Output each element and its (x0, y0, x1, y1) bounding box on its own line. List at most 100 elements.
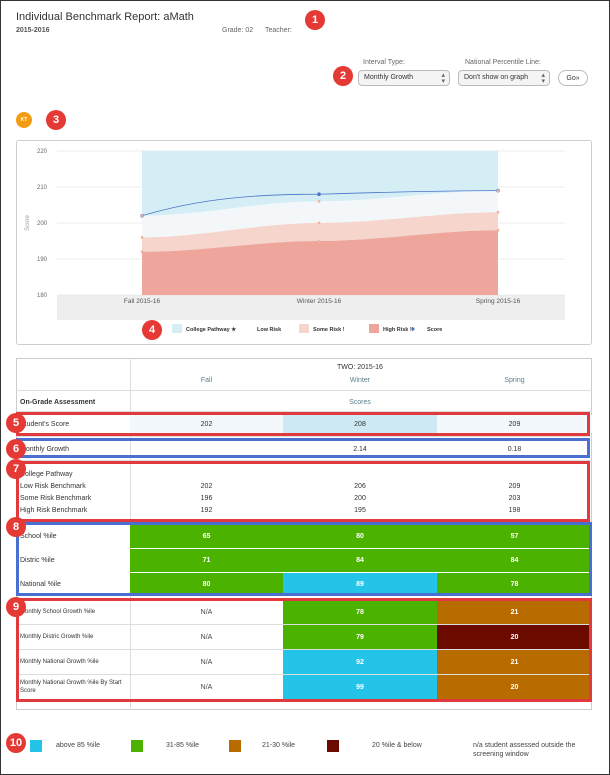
row-divider (16, 390, 592, 391)
legend-swatch-green (131, 740, 143, 752)
y-tick-label: 210 (37, 185, 48, 191)
row-divider (16, 649, 592, 650)
legend-label: College Pathway ★ (186, 326, 237, 333)
growth-cell: N/A (200, 608, 213, 616)
x-tick-label: Spring 2015-16 (476, 298, 521, 305)
benchmark-point (317, 200, 321, 203)
benchmark-point (496, 210, 500, 214)
legend-label: Score (427, 327, 442, 333)
callout-badge-10: 10 (6, 733, 26, 753)
select-caret-icon: ▴ ▾ (541, 72, 545, 85)
growth-label: Monthly National Growth %ile (20, 659, 99, 665)
callout-badge-2: 2 (333, 66, 353, 86)
legend-label: Low Risk (257, 327, 282, 333)
percentile-cell: 89 (283, 573, 437, 596)
col-header-fall: Fall (200, 376, 213, 384)
benchmark-point (140, 214, 144, 218)
growth-label: Monthly Distric Growth %ile (20, 634, 94, 640)
benchmark-point (140, 250, 144, 254)
monthly-growth-label: Monthly Growth (20, 445, 70, 453)
student-score-cell: 209 (437, 415, 592, 433)
monthly-growth-winter: 2.14 (353, 445, 367, 453)
legend-swatch-cyan (30, 740, 42, 752)
benchmark-point (317, 239, 321, 243)
highlight-growth (16, 598, 592, 702)
benchmark-cell: 200 (354, 494, 366, 502)
highlight-monthly-growth (16, 438, 590, 458)
legend-label: Some Risk ! (313, 327, 345, 333)
student-score-cell: 202 (130, 415, 283, 433)
callout-badge-1: 1 (305, 10, 325, 30)
legend-swatch (369, 324, 379, 333)
y-tick-label: 220 (37, 149, 48, 155)
college-pathway-band (142, 151, 498, 216)
percentile-cell: 65 (130, 525, 283, 548)
legend-20-below: 20 %ile & below (372, 742, 422, 749)
benchmark-cell: 209 (508, 482, 521, 490)
growth-cell: 92 (283, 650, 437, 674)
y-axis-label: Score (25, 215, 31, 231)
percentile-cell: 78 (437, 573, 592, 596)
highlight-percentiles (16, 522, 592, 596)
y-tick-label: 190 (37, 257, 48, 263)
growth-cell: 78 (283, 600, 437, 624)
row-divider (16, 460, 592, 461)
col-header-winter: Winter (349, 376, 371, 384)
student-score-cell: 208 (283, 415, 437, 433)
row-divider (16, 411, 592, 412)
highlight-benchmarks (16, 461, 590, 522)
score-point (317, 192, 321, 196)
legend-swatch-brown (229, 740, 241, 752)
legend-21-30: 21-30 %ile (262, 742, 296, 749)
npl-select[interactable]: Don't show on graph ▴ ▾ (458, 70, 550, 86)
legend-score-marker (411, 327, 415, 331)
legend-label: High Risk !! (383, 327, 414, 333)
scores-label: Scores (349, 398, 371, 406)
growth-label: Monthly National Growth %ile By Start Sc… (20, 680, 122, 694)
growth-label: Monthly School Growth %ile (20, 609, 96, 615)
npl-value: Don't show on graph (464, 74, 528, 81)
row-divider (16, 674, 592, 675)
legend-above-85: above 85 %ile (56, 742, 100, 749)
growth-cell: 21 (437, 650, 592, 674)
growth-cell: 20 (437, 675, 592, 699)
highlight-student-score (16, 412, 590, 436)
interval-type-select[interactable]: Monthly Growth ▴ ▾ (358, 70, 450, 86)
growth-cell: 79 (283, 625, 437, 649)
growth-cell: 21 (437, 600, 592, 624)
legend-na: n/a student assessed outside the screeni… (473, 742, 576, 758)
percentile-label: National %ile (20, 581, 61, 588)
x-tick-label: Winter 2015-16 (297, 298, 342, 305)
benchmark-label: College Pathway (20, 470, 73, 478)
benchmark-cell: 202 (200, 482, 213, 490)
growth-cell: 20 (437, 625, 592, 649)
row-divider (16, 624, 592, 625)
benchmark-cell: 192 (200, 506, 213, 514)
legend-31-85: 31-85 %ile (166, 742, 200, 749)
low-risk-band (142, 190, 498, 238)
percentile-cell: 84 (437, 549, 592, 572)
section-title: On-Grade Assessment (20, 398, 96, 406)
percentile-cell: 80 (283, 525, 437, 548)
callout-badge-4: 4 (142, 320, 162, 340)
school-year: 2015-2016 (16, 27, 50, 34)
growth-cell: N/A (200, 633, 213, 641)
callout-badge-3: 3 (46, 110, 66, 130)
select-caret-icon: ▴ ▾ (441, 72, 445, 85)
teacher-label: Teacher: (265, 27, 292, 34)
student-avatar: KT (16, 112, 32, 128)
legend-swatch (299, 324, 309, 333)
benchmark-chart: 220 210 200 190 180 Score Fall 2015-16 Winter 2… (16, 140, 592, 345)
x-tick-label: Fall 2015-16 (124, 298, 161, 305)
col-header-spring: Spring (504, 376, 525, 384)
interval-type-label: Interval Type: (363, 59, 405, 66)
callout-badge-8: 8 (6, 517, 26, 537)
benchmark-point (317, 221, 321, 225)
benchmark-label: Some Risk Benchmark (20, 494, 92, 502)
benchmark-point (496, 228, 500, 232)
group-header: TWO: 2015-16 (337, 363, 383, 371)
percentile-label: School %ile (20, 533, 57, 540)
percentile-cell: 57 (437, 525, 592, 548)
growth-cell: 99 (283, 675, 437, 699)
go-button[interactable]: Go» (558, 70, 588, 86)
